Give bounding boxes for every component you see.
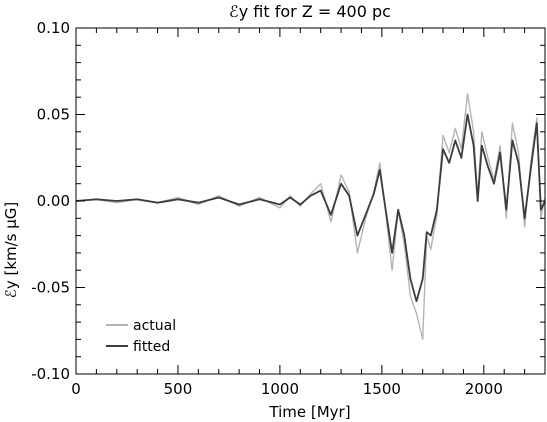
y-tick-label: 0.10 — [37, 19, 70, 37]
x-axis-label: Time [Myr] — [268, 403, 350, 421]
y-tick-label: 0.00 — [37, 192, 70, 210]
series-line-actual — [75, 92, 546, 341]
chart-title: ℰy fit for Z = 400 pc — [229, 2, 391, 21]
x-tick-label: 1500 — [363, 380, 401, 398]
x-tick-label: 0 — [71, 380, 81, 398]
series-line-fitted — [75, 113, 546, 303]
x-tick-label: 500 — [164, 380, 193, 398]
x-tick-label: 2000 — [465, 380, 503, 398]
y-axis-label: ℰy [km/s μG] — [2, 202, 20, 299]
legend: actual fitted — [106, 318, 176, 355]
plot-frame — [75, 27, 546, 375]
ticks-layer: 0 500 1000 1500 2000 -0.10 -0.05 0.00 0.05 0.10 — [31, 19, 545, 398]
y-tick-label: -0.05 — [31, 279, 70, 297]
y-tick-label: -0.10 — [31, 365, 70, 383]
series-layer — [75, 92, 546, 341]
x-tick-label: 1000 — [261, 380, 299, 398]
legend-label-fitted: fitted — [133, 339, 170, 355]
y-tick-label: 0.05 — [37, 106, 70, 124]
legend-label-actual: actual — [133, 318, 176, 334]
y-axis-label-group: ℰy [km/s μG] — [2, 202, 20, 299]
